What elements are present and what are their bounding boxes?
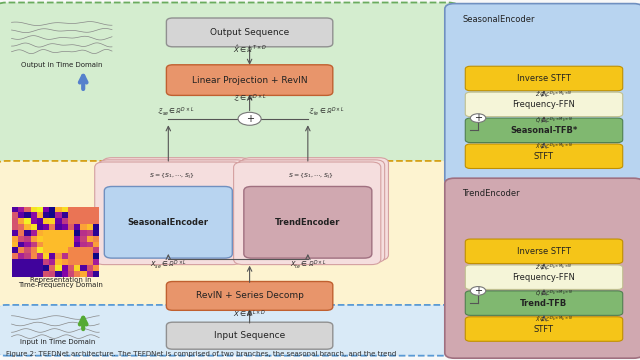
Text: Output Sequence: Output Sequence — [210, 28, 289, 37]
FancyBboxPatch shape — [237, 160, 385, 262]
FancyBboxPatch shape — [0, 305, 460, 356]
Text: $\hat{Z} \in \mathbb{C}^{D_b\times M_b\times N}$: $\hat{Z} \in \mathbb{C}^{D_b\times M_b\t… — [535, 262, 572, 272]
Text: Output in Time Domain: Output in Time Domain — [20, 62, 102, 68]
Text: STFT: STFT — [534, 325, 554, 333]
Circle shape — [238, 112, 261, 125]
FancyBboxPatch shape — [465, 265, 623, 289]
FancyBboxPatch shape — [465, 118, 623, 143]
Text: TrendEncoder: TrendEncoder — [275, 218, 340, 227]
Text: $S = \{S_1, \cdots, S_j\}$: $S = \{S_1, \cdots, S_j\}$ — [288, 171, 334, 181]
Text: SeasonalEncoder: SeasonalEncoder — [462, 15, 534, 24]
FancyBboxPatch shape — [465, 291, 623, 315]
FancyBboxPatch shape — [465, 317, 623, 341]
Text: $\mathcal{Z}_{te} \in \mathbb{R}^{D\times L}$: $\mathcal{Z}_{te} \in \mathbb{R}^{D\time… — [308, 105, 345, 118]
Text: $\hat{Q} \in \mathbb{C}^{D_b\times M_b\times N}$: $\hat{Q} \in \mathbb{C}^{D_b\times M_b\t… — [534, 116, 573, 125]
FancyBboxPatch shape — [166, 65, 333, 95]
Circle shape — [470, 114, 486, 122]
FancyBboxPatch shape — [95, 162, 242, 265]
FancyBboxPatch shape — [104, 186, 232, 258]
FancyBboxPatch shape — [102, 158, 250, 260]
FancyBboxPatch shape — [0, 161, 460, 318]
Text: Trend-TFB: Trend-TFB — [520, 299, 568, 307]
Text: $\hat{X} \in \mathbb{R}^{T\times D}$: $\hat{X} \in \mathbb{R}^{T\times D}$ — [233, 44, 266, 55]
Text: Inverse STFT: Inverse STFT — [517, 74, 571, 83]
Text: $X \in \mathbb{R}^{L\times D}$: $X \in \mathbb{R}^{L\times D}$ — [233, 308, 266, 320]
Text: +: + — [474, 113, 482, 123]
FancyBboxPatch shape — [166, 18, 333, 47]
Text: STFT: STFT — [534, 152, 554, 161]
Text: Representation in: Representation in — [30, 277, 92, 283]
Text: $\mathcal{Z} \in \mathbb{R}^{D\times L}$: $\mathcal{Z} \in \mathbb{R}^{D\times L}$ — [233, 93, 266, 104]
FancyBboxPatch shape — [234, 162, 381, 265]
FancyBboxPatch shape — [465, 239, 623, 264]
Text: $X_{se} \in \mathbb{R}^{D\times L}$: $X_{se} \in \mathbb{R}^{D\times L}$ — [150, 258, 187, 271]
FancyBboxPatch shape — [445, 178, 640, 358]
Text: RevIN + Series Decomp: RevIN + Series Decomp — [196, 292, 303, 300]
FancyBboxPatch shape — [0, 3, 460, 174]
Text: SeasonalEncoder: SeasonalEncoder — [128, 218, 209, 227]
Circle shape — [470, 287, 486, 295]
Text: Linear Projection + RevIN: Linear Projection + RevIN — [192, 76, 307, 85]
FancyBboxPatch shape — [465, 144, 623, 168]
Text: $S = \{S_1, \cdots, S_j\}$: $S = \{S_1, \cdots, S_j\}$ — [149, 171, 195, 181]
FancyBboxPatch shape — [99, 160, 246, 262]
Text: $\hat{X} \in \mathbb{C}^{D_b\times M_b\times N}$: $\hat{X} \in \mathbb{C}^{D_b\times M_b\t… — [535, 141, 572, 151]
Text: $\mathcal{Z}_{se} \in \mathbb{R}^{D\times L}$: $\mathcal{Z}_{se} \in \mathbb{R}^{D\time… — [157, 105, 195, 118]
Text: Time-Frequency Domain: Time-Frequency Domain — [19, 283, 103, 288]
FancyBboxPatch shape — [241, 158, 388, 260]
FancyBboxPatch shape — [465, 66, 623, 91]
Text: $\hat{Q} \in \mathbb{C}^{D_b\times M_b\times N}$: $\hat{Q} \in \mathbb{C}^{D_b\times M_b\t… — [534, 288, 573, 298]
Text: Seasonal-TFB*: Seasonal-TFB* — [510, 126, 578, 135]
Text: Input Sequence: Input Sequence — [214, 331, 285, 340]
Text: $X_{te} \in \mathbb{R}^{D\times L}$: $X_{te} \in \mathbb{R}^{D\times L}$ — [289, 258, 326, 271]
FancyBboxPatch shape — [465, 92, 623, 117]
Text: Figure 2: TEFDNet architecture. The TEFDNet is comprised of two branches, the se: Figure 2: TEFDNet architecture. The TEFD… — [6, 351, 397, 357]
Text: TrendEncoder: TrendEncoder — [462, 189, 520, 198]
FancyBboxPatch shape — [166, 282, 333, 310]
Text: +: + — [246, 114, 253, 124]
FancyBboxPatch shape — [166, 322, 333, 349]
Text: $\hat{X} \in \mathbb{C}^{D_b\times M_b\times N}$: $\hat{X} \in \mathbb{C}^{D_b\times M_b\t… — [535, 314, 572, 324]
Text: $\hat{Z} \in \mathbb{C}^{D_b\times M_b\times N}$: $\hat{Z} \in \mathbb{C}^{D_b\times M_b\t… — [535, 90, 572, 99]
Text: Inverse STFT: Inverse STFT — [517, 247, 571, 256]
Text: +: + — [474, 286, 482, 296]
FancyBboxPatch shape — [445, 4, 640, 185]
Text: Input in Time Domain: Input in Time Domain — [20, 339, 95, 345]
Text: Frequency-FFN: Frequency-FFN — [513, 273, 575, 282]
FancyBboxPatch shape — [244, 186, 372, 258]
Text: Frequency-FFN: Frequency-FFN — [513, 100, 575, 109]
